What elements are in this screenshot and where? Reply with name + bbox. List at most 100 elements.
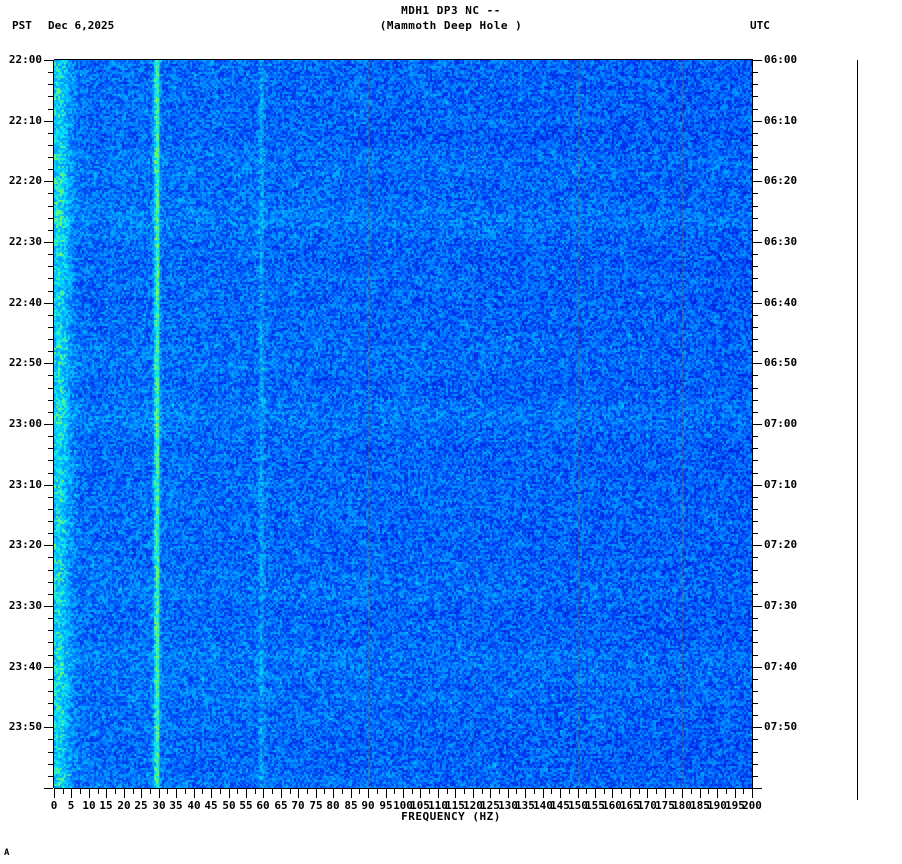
x-axis-label: 60 [256,799,270,812]
x-minor-tick [482,789,483,794]
x-minor-tick [377,789,378,794]
x-axis-label: 10 [82,799,96,812]
x-axis-label: 175 [655,799,675,812]
x-major-tick [508,789,509,798]
x-major-tick [438,789,439,798]
y-minor-tick-left [48,206,53,207]
y-minor-tick-right [753,193,758,194]
y-minor-tick-right [753,655,758,656]
x-major-tick [194,789,195,798]
x-major-tick [543,789,544,798]
x-axis-label: 155 [585,799,605,812]
y-axis-label-utc: 07:40 [764,660,798,673]
y-minor-tick-right [753,630,758,631]
spectrogram-plot[interactable] [54,60,752,788]
x-major-tick [176,789,177,798]
x-axis-label: 180 [672,799,692,812]
y-minor-tick-left [48,351,53,352]
y-minor-tick-right [753,278,758,279]
x-axis-label: 70 [291,799,305,812]
x-major-tick [386,789,387,798]
y-minor-tick-right [753,109,758,110]
x-major-tick [525,789,526,798]
x-major-tick [316,789,317,798]
y-minor-tick-left [48,109,53,110]
spectrogram-canvas[interactable] [54,60,752,788]
y-axis-label-pst: 23:00 [8,417,42,430]
y-major-tick-right [753,667,762,668]
y-minor-tick-left [48,776,53,777]
x-axis-label: 110 [428,799,448,812]
y-minor-tick-left [48,157,53,158]
x-axis-label: 45 [204,799,218,812]
x-major-tick [490,789,491,798]
y-minor-tick-right [753,436,758,437]
x-axis-label: 20 [117,799,131,812]
y-minor-tick-right [753,776,758,777]
y-major-tick-left [44,545,53,546]
x-major-tick [351,789,352,798]
y-minor-tick-right [753,679,758,680]
x-axis-label: 40 [187,799,201,812]
x-major-tick [752,789,753,798]
x-major-tick [735,789,736,798]
y-minor-tick-left [48,655,53,656]
y-major-tick-left [44,788,53,789]
y-minor-tick-left [48,460,53,461]
date-label: Dec 6,2025 [48,19,115,32]
x-major-tick [473,789,474,798]
x-minor-tick [534,789,535,794]
y-minor-tick-right [753,206,758,207]
y-minor-tick-right [753,509,758,510]
x-minor-tick [708,789,709,794]
x-major-tick [229,789,230,798]
y-axis-label-pst: 23:20 [8,538,42,551]
y-minor-tick-right [753,691,758,692]
y-minor-tick-left [48,679,53,680]
x-minor-tick [656,789,657,794]
y-axis-label-pst: 22:50 [8,356,42,369]
x-minor-tick [621,789,622,794]
x-minor-tick [586,789,587,794]
y-major-tick-left [44,363,53,364]
y-minor-tick-left [48,145,53,146]
y-minor-tick-left [48,412,53,413]
y-axis-label-pst: 23:30 [8,599,42,612]
y-minor-tick-left [48,327,53,328]
y-minor-tick-left [48,84,53,85]
x-minor-tick [220,789,221,794]
y-minor-tick-left [48,618,53,619]
y-minor-tick-right [753,327,758,328]
y-minor-tick-left [48,739,53,740]
x-major-tick [246,789,247,798]
y-minor-tick-left [48,521,53,522]
y-major-tick-left [44,606,53,607]
y-major-tick-left [44,303,53,304]
y-minor-tick-right [753,84,758,85]
y-minor-tick-right [753,339,758,340]
x-minor-tick [255,789,256,794]
y-minor-tick-right [753,315,758,316]
x-major-tick [682,789,683,798]
x-minor-tick [569,789,570,794]
x-axis-label: 80 [326,799,340,812]
y-axis-label-utc: 06:50 [764,356,798,369]
y-major-tick-left [44,181,53,182]
y-minor-tick-left [48,169,53,170]
y-minor-tick-right [753,448,758,449]
x-major-tick [403,789,404,798]
y-minor-tick-right [753,533,758,534]
y-minor-tick-left [48,630,53,631]
y-minor-tick-right [753,752,758,753]
x-minor-tick [202,789,203,794]
x-axis-label: 0 [50,799,58,812]
x-axis-label: 200 [742,799,762,812]
y-axis-label-utc: 07:50 [764,720,798,733]
y-minor-tick-right [753,230,758,231]
x-axis-label: 30 [152,799,166,812]
x-minor-tick [429,789,430,794]
x-minor-tick [324,789,325,794]
x-axis-label: 105 [410,799,430,812]
x-major-tick [106,789,107,798]
x-minor-tick [115,789,116,794]
